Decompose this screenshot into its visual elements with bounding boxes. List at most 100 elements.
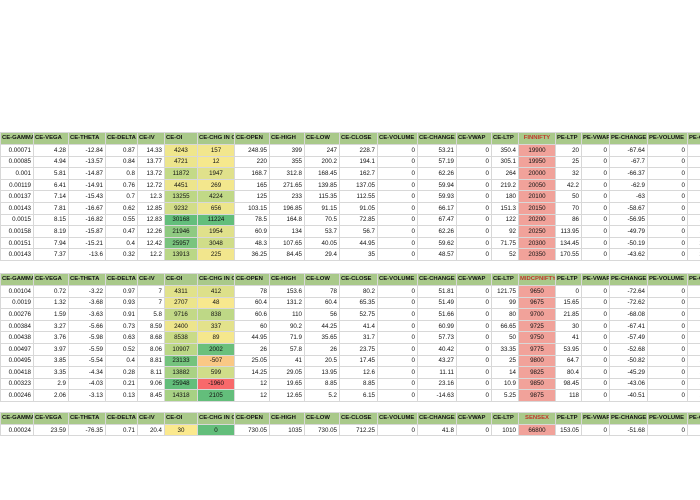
- data-cell[interactable]: 43.27: [417, 354, 457, 368]
- data-cell[interactable]: 0: [647, 213, 688, 227]
- data-cell[interactable]: 36.25: [234, 248, 270, 261]
- data-cell[interactable]: 0: [456, 201, 492, 215]
- data-cell[interactable]: 14: [491, 366, 519, 379]
- data-cell[interactable]: 35: [339, 248, 378, 261]
- data-cell[interactable]: 0.001: [0, 167, 34, 180]
- data-cell[interactable]: 2.9: [33, 377, 69, 391]
- data-cell[interactable]: -67.7: [609, 155, 648, 169]
- data-cell[interactable]: 12.3: [137, 190, 165, 203]
- data-cell[interactable]: 11872: [164, 167, 198, 180]
- strike-cell[interactable]: 20350: [518, 248, 556, 261]
- strike-cell[interactable]: 9850: [518, 377, 556, 391]
- column-header-cell[interactable]: PE-LTP: [555, 132, 582, 145]
- data-cell[interactable]: 11.11: [417, 366, 457, 379]
- data-cell[interactable]: 0: [581, 366, 610, 379]
- data-cell[interactable]: 0: [456, 354, 492, 368]
- data-cell[interactable]: 60.4: [304, 296, 340, 310]
- data-cell[interactable]: 134.45: [555, 236, 582, 250]
- strike-cell[interactable]: 20250: [518, 225, 556, 238]
- data-cell[interactable]: -15.43: [68, 190, 106, 203]
- data-cell[interactable]: 10907: [164, 342, 198, 356]
- data-cell[interactable]: 80.2: [339, 284, 378, 298]
- column-header-cell[interactable]: PE-VWAP: [581, 411, 610, 425]
- data-cell[interactable]: 0.73: [105, 319, 138, 333]
- column-header-cell[interactable]: CE-THETA: [68, 132, 106, 145]
- column-header-cell[interactable]: CE-DELTA: [105, 411, 138, 425]
- data-cell[interactable]: 0: [647, 248, 688, 261]
- data-cell[interactable]: 168.45: [304, 167, 340, 180]
- data-cell[interactable]: 50: [555, 190, 582, 203]
- data-cell[interactable]: 0.00497: [0, 342, 34, 356]
- column-header-cell[interactable]: CE-LOW: [304, 132, 340, 145]
- data-cell[interactable]: 0: [581, 354, 610, 368]
- data-cell[interactable]: 8.45: [137, 389, 165, 402]
- strike-cell[interactable]: 20050: [518, 178, 556, 192]
- strike-cell[interactable]: 19900: [518, 144, 556, 157]
- data-cell[interactable]: 0.72: [33, 284, 69, 298]
- data-cell[interactable]: 4243: [164, 144, 198, 157]
- data-cell[interactable]: 0.62: [105, 201, 138, 215]
- data-cell[interactable]: 1010: [491, 423, 519, 437]
- data-cell[interactable]: 0.97: [105, 284, 138, 298]
- data-cell[interactable]: 41: [269, 354, 305, 368]
- column-header-cell[interactable]: CE-IV: [137, 132, 165, 145]
- data-cell[interactable]: 72.85: [339, 213, 378, 227]
- data-cell[interactable]: -13.6: [68, 248, 106, 261]
- data-cell[interactable]: -5.66: [68, 319, 106, 333]
- data-cell[interactable]: 269: [197, 178, 235, 192]
- data-cell[interactable]: 8.59: [137, 319, 165, 333]
- data-cell[interactable]: -14.91: [68, 178, 106, 192]
- strike-cell[interactable]: 20000: [518, 167, 556, 180]
- column-header-cell[interactable]: PE-LTP: [555, 272, 582, 286]
- data-cell[interactable]: 30: [687, 319, 700, 333]
- data-cell[interactable]: 30: [164, 423, 198, 437]
- data-cell[interactable]: 151.3: [491, 201, 519, 215]
- data-cell[interactable]: 41.8: [417, 423, 457, 437]
- strike-cell[interactable]: 9650: [518, 284, 556, 298]
- data-cell[interactable]: 25: [491, 354, 519, 368]
- data-cell[interactable]: 0.76: [105, 178, 138, 192]
- data-cell[interactable]: 0: [456, 296, 492, 310]
- data-cell[interactable]: 66.17: [417, 201, 457, 215]
- column-header-cell[interactable]: CE-OI: [164, 272, 198, 286]
- column-header-cell[interactable]: CE-VOLUME: [377, 132, 418, 145]
- data-cell[interactable]: 0: [647, 308, 688, 321]
- data-cell[interactable]: 0: [456, 155, 492, 169]
- data-cell[interactable]: 14.25: [234, 366, 270, 379]
- data-cell[interactable]: 399: [269, 144, 305, 157]
- data-cell[interactable]: 0: [581, 190, 610, 203]
- data-cell[interactable]: -43.62: [609, 248, 648, 261]
- data-cell[interactable]: -4.34: [68, 366, 106, 379]
- data-cell[interactable]: 2105: [197, 389, 235, 402]
- data-cell[interactable]: 0: [647, 201, 688, 215]
- column-header-cell[interactable]: CE-GAMMA: [0, 272, 34, 286]
- data-cell[interactable]: 111.2: [687, 190, 700, 203]
- data-cell[interactable]: 115.35: [304, 190, 340, 203]
- data-cell[interactable]: 12: [197, 155, 235, 169]
- column-header-cell[interactable]: CE-IV: [137, 272, 165, 286]
- data-cell[interactable]: 118: [555, 389, 582, 402]
- data-cell[interactable]: 165: [234, 178, 270, 192]
- column-header-cell[interactable]: PE-VOLUME: [647, 272, 688, 286]
- data-cell[interactable]: 0.00119: [0, 178, 34, 192]
- data-cell[interactable]: 0: [581, 178, 610, 192]
- strike-cell[interactable]: 9750: [518, 331, 556, 344]
- data-cell[interactable]: 0.7: [105, 190, 138, 203]
- data-cell[interactable]: 5.81: [33, 167, 69, 180]
- data-cell[interactable]: 13.72: [137, 167, 165, 180]
- data-cell[interactable]: 91.15: [304, 201, 340, 215]
- data-cell[interactable]: 33.2: [687, 284, 700, 298]
- data-cell[interactable]: 30: [555, 319, 582, 333]
- data-cell[interactable]: 0.71: [105, 423, 138, 437]
- data-cell[interactable]: 0: [456, 377, 492, 391]
- column-header-cell[interactable]: CE-VEGA: [33, 411, 69, 425]
- data-cell[interactable]: 0.00151: [0, 236, 34, 250]
- column-header-cell[interactable]: PE-OP: [687, 132, 700, 145]
- data-cell[interactable]: 40.05: [304, 236, 340, 250]
- data-cell[interactable]: 0: [581, 201, 610, 215]
- data-cell[interactable]: 0.00085: [0, 155, 34, 169]
- data-cell[interactable]: 8.81: [137, 354, 165, 368]
- data-cell[interactable]: -67.41: [609, 319, 648, 333]
- data-cell[interactable]: -63: [609, 190, 648, 203]
- data-cell[interactable]: 132.3: [687, 389, 700, 402]
